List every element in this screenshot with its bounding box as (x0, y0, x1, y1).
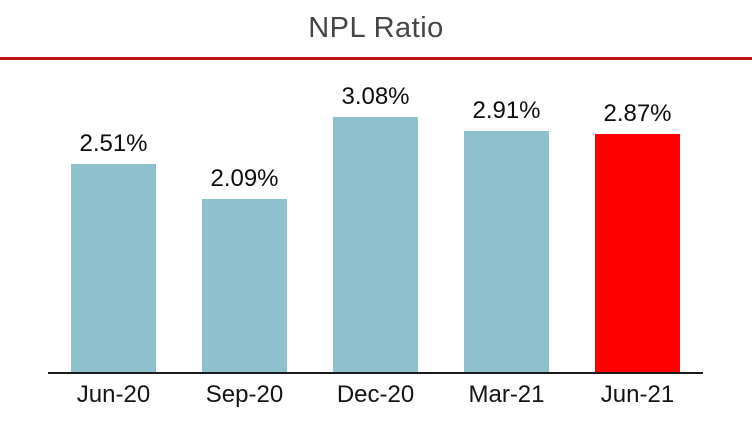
x-axis-label-dec-20: Dec-20 (336, 381, 415, 408)
x-axis-label-sep-20: Sep-20 (205, 381, 284, 408)
bar-jun-20 (71, 163, 156, 372)
bar-group-mar-21: 2.91% (441, 80, 572, 372)
bar-value-label: 2.87% (603, 99, 672, 127)
bar-sep-20 (202, 198, 287, 372)
bar-value-label: 2.09% (210, 164, 279, 192)
bar-mar-21 (464, 130, 549, 372)
bar-group-sep-20: 2.09% (179, 80, 310, 372)
bar-group-jun-20: 2.51% (48, 80, 179, 372)
plot-area: 2.51% 2.09% 3.08% 2.91% 2.87% (48, 80, 703, 372)
chart-title: NPL Ratio (308, 12, 444, 44)
x-axis-line (48, 372, 703, 374)
x-axis-labels: Jun-20 Sep-20 Dec-20 Mar-21 Jun-21 (48, 380, 703, 410)
bar-value-label: 2.51% (79, 129, 148, 157)
bar-jun-21-highlighted (595, 133, 680, 372)
bar-value-label: 3.08% (341, 82, 410, 110)
bar-group-jun-21: 2.87% (572, 80, 703, 372)
x-axis-label-jun-21: Jun-21 (600, 381, 675, 408)
x-axis-label-jun-20: Jun-20 (76, 381, 151, 408)
title-divider-line (0, 57, 752, 60)
bar-value-label: 2.91% (472, 96, 541, 124)
bar-dec-20 (333, 116, 418, 372)
x-axis-label-mar-21: Mar-21 (468, 381, 545, 408)
bar-group-dec-20: 3.08% (310, 80, 441, 372)
